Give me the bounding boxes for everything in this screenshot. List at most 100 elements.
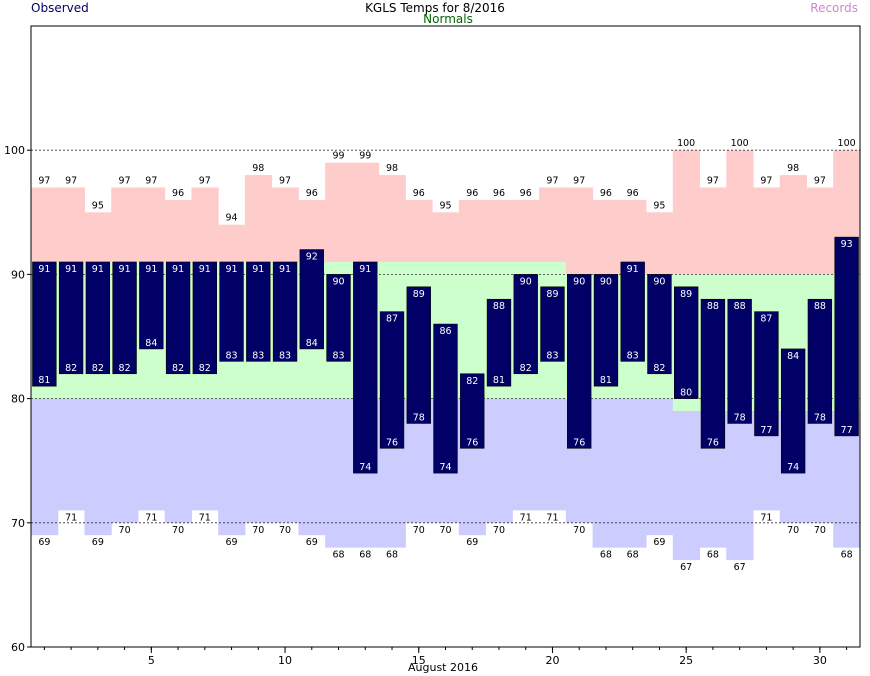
observed-bar [780,348,806,474]
record-high-label: 97 [145,175,157,186]
observed-low-label: 82 [172,363,184,374]
observed-bar [433,323,458,474]
observed-high-label: 91 [172,264,184,275]
observed-high-label: 90 [653,276,665,287]
observed-low-label: 83 [226,350,238,361]
record-low-band [84,398,112,536]
observed-bar [379,311,405,449]
record-high-band [378,175,406,262]
legend-records: Records [810,1,858,15]
x-tick-label: 25 [679,654,693,667]
observed-high-label: 89 [413,289,425,300]
record-low-label: 70 [413,525,425,536]
record-high-band [191,187,219,262]
y-tick-label: 100 [4,144,25,157]
record-low-band [31,398,59,536]
observed-high-label: 91 [92,264,104,275]
observed-high-label: 91 [199,264,211,275]
observed-high-label: 91 [145,264,157,275]
record-high-band [271,187,299,262]
record-low-band [298,398,326,536]
record-low-label: 70 [573,525,585,536]
observed-low-label: 74 [787,462,799,473]
observed-bar [32,261,57,387]
observed-bar [540,286,565,362]
observed-low-label: 78 [814,412,826,423]
observed-low-label: 74 [359,462,371,473]
record-high-band [244,175,273,262]
observed-high-label: 91 [119,264,131,275]
observed-low-label: 82 [65,363,77,374]
record-low-band [271,398,299,523]
record-low-label: 69 [92,537,104,548]
record-low-label: 70 [814,525,826,536]
observed-low-label: 80 [680,388,692,399]
record-low-label: 67 [734,562,746,573]
y-tick-label: 70 [11,517,25,530]
y-tick-label: 60 [11,641,25,654]
record-high-band [565,187,594,275]
observed-high-label: 91 [38,264,50,275]
observed-low-label: 82 [119,363,131,374]
observed-high-label: 89 [546,289,558,300]
observed-low-label: 76 [573,437,585,448]
record-high-band [779,175,808,275]
observed-high-label: 88 [814,301,826,312]
observed-bar [674,286,699,399]
record-low-label: 67 [680,562,692,573]
record-high-label: 97 [573,175,585,186]
record-high-label: 97 [199,175,211,186]
record-low-band [111,398,139,523]
observed-bar [246,261,271,362]
record-high-label: 96 [627,188,639,199]
record-high-label: 99 [359,151,371,162]
record-low-band [646,398,674,536]
record-high-label: 100 [838,138,856,149]
record-low-band [672,411,701,561]
record-low-label: 71 [145,512,157,523]
record-high-band [405,199,433,262]
record-high-band [699,187,727,275]
record-low-label: 70 [252,525,264,536]
record-low-label: 71 [546,512,558,523]
record-high-label: 100 [731,138,749,149]
record-low-label: 70 [787,525,799,536]
record-low-band [57,398,85,511]
record-high-label: 99 [332,151,344,162]
record-low-band [619,398,647,548]
observed-low-label: 76 [386,437,398,448]
observed-high-label: 91 [627,264,639,275]
record-low-label: 71 [199,512,211,523]
observed-low-label: 77 [841,425,853,436]
observed-bar [620,261,645,362]
x-tick-label: 20 [545,654,559,667]
record-low-label: 68 [332,550,344,561]
observed-low-label: 81 [600,375,612,386]
observed-low-label: 83 [252,350,264,361]
y-tick-label: 80 [11,393,25,406]
x-tick-label: 30 [813,654,827,667]
observed-high-label: 84 [787,351,799,362]
x-axis-label: August 2016 [408,661,478,674]
observed-high-label: 87 [386,314,398,325]
record-high-band [84,212,112,262]
record-high-band [31,187,59,262]
x-tick-label: 5 [148,654,155,667]
observed-bar [165,261,191,375]
observed-bar [406,286,431,424]
observed-low-label: 81 [493,375,505,386]
record-low-label: 68 [386,550,398,561]
observed-low-label: 76 [707,437,719,448]
observed-bar [219,261,244,362]
observed-high-label: 88 [734,301,746,312]
observed-high-label: 92 [306,252,318,263]
record-low-label: 68 [359,550,371,561]
observed-high-label: 89 [680,289,692,300]
record-high-label: 95 [92,200,104,211]
observed-low-label: 82 [92,363,104,374]
observed-bar [326,274,351,362]
record-high-band [218,224,246,262]
record-low-band [806,411,834,523]
record-low-band [539,398,567,511]
